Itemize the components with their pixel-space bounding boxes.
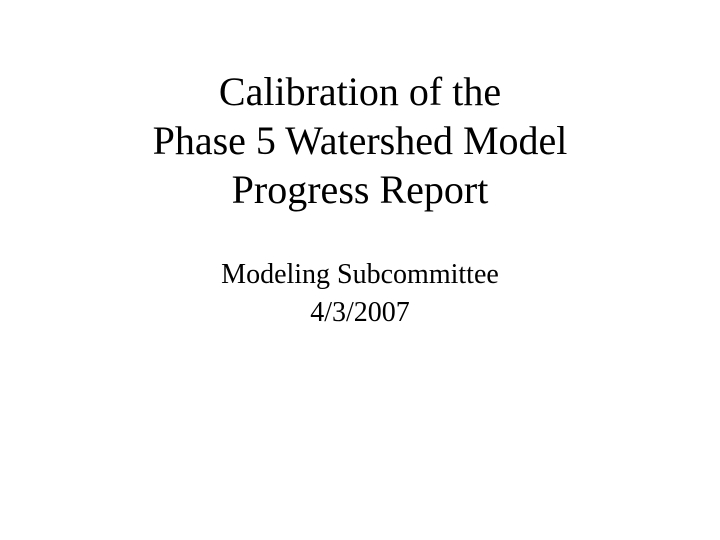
title-line-3: Progress Report bbox=[153, 166, 568, 215]
slide-title: Calibration of the Phase 5 Watershed Mod… bbox=[153, 68, 568, 214]
title-line-2: Phase 5 Watershed Model bbox=[153, 117, 568, 166]
subtitle-line-2: 4/3/2007 bbox=[221, 294, 499, 332]
slide: Calibration of the Phase 5 Watershed Mod… bbox=[0, 0, 720, 540]
title-line-1: Calibration of the bbox=[153, 68, 568, 117]
subtitle-line-1: Modeling Subcommittee bbox=[221, 256, 499, 294]
slide-subtitle: Modeling Subcommittee 4/3/2007 bbox=[221, 256, 499, 332]
